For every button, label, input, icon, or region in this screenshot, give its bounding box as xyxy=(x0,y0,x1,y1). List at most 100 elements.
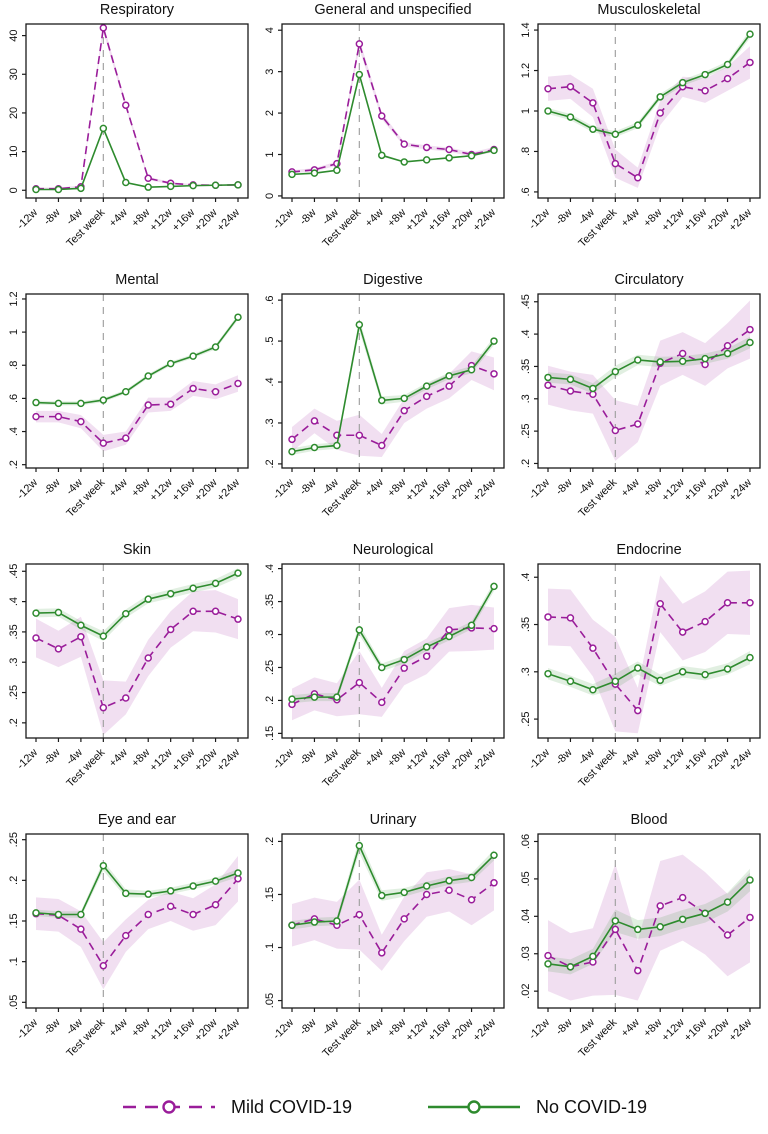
mild-covid-marker xyxy=(678,628,687,636)
no-covid-marker xyxy=(333,441,341,450)
mild-covid-marker xyxy=(656,599,664,608)
x-tick-label: +24w xyxy=(471,477,498,504)
y-tick-label: .05 xyxy=(264,993,276,1008)
y-tick-label: .15 xyxy=(264,887,276,902)
mild-covid-ci-band xyxy=(36,855,238,990)
y-tick-label: .8 xyxy=(8,361,20,370)
no-covid-line xyxy=(291,324,495,453)
mild-covid-ci-band xyxy=(36,24,238,190)
mild-covid-marker xyxy=(422,143,431,152)
no-covid-marker xyxy=(378,396,386,405)
chart-grid: Respiratory 0 10 20 30 40 -12w -8w -4w Test week +… xyxy=(0,2,761,1080)
legend: Mild COVID-19 No COVID-19 xyxy=(0,1080,768,1134)
no-covid-marker xyxy=(333,166,341,174)
chart-panel-eye-and-ear: Eye and ear .05.1.15.2.25 -12w -8w -4w Test w… xyxy=(0,810,256,1080)
no-covid-marker xyxy=(400,655,408,664)
no-covid-marker xyxy=(144,183,152,191)
no-covid-marker xyxy=(122,388,130,396)
no-covid-marker xyxy=(122,178,130,187)
y-tick-label: 40 xyxy=(8,29,20,41)
no-covid-marker xyxy=(189,181,197,190)
no-covid-marker xyxy=(288,170,296,179)
y-tick-label: .25 xyxy=(520,711,532,726)
no-covid-marker xyxy=(234,313,242,321)
no-covid-marker xyxy=(566,677,575,686)
x-tick-label: +12w xyxy=(403,1017,430,1044)
x-tick-label: -12w xyxy=(271,207,296,232)
mild-covid-marker xyxy=(634,174,642,182)
mild-covid-marker xyxy=(445,382,453,390)
mild-covid-marker xyxy=(467,896,476,904)
no-covid-marker xyxy=(400,158,408,166)
mild-covid-line xyxy=(291,43,495,173)
no-covid-marker xyxy=(634,356,642,364)
x-tick-label: -8w xyxy=(298,747,319,768)
mild-covid-marker xyxy=(490,370,498,378)
mild-covid-marker xyxy=(355,910,364,919)
mild-covid-marker xyxy=(589,99,597,107)
y-tick-label: .6 xyxy=(520,187,532,196)
y-tick-label: .25 xyxy=(264,660,276,675)
no-covid-marker xyxy=(99,124,108,133)
no-covid-marker xyxy=(678,78,687,87)
x-tick-label: +16w xyxy=(170,207,197,234)
y-tick-label: .3 xyxy=(520,667,532,676)
no-covid-line xyxy=(547,879,751,968)
no-covid-marker xyxy=(701,909,709,918)
no-covid-marker xyxy=(589,952,597,961)
y-tick-label: .25 xyxy=(8,685,20,700)
mild-covid-marker xyxy=(544,951,552,960)
chart-panel-skin: Skin .2.25.3.35.4.45 -12w -8w -4w Test week +4… xyxy=(0,540,256,810)
no-covid-line-icon xyxy=(427,1100,520,1114)
y-tick-label: .15 xyxy=(264,726,276,741)
chart-title: Musculoskeletal xyxy=(597,2,700,18)
chart-title: Blood xyxy=(630,812,667,828)
x-tick-label: +24w xyxy=(727,1017,754,1044)
y-tick-label: .2 xyxy=(264,837,276,846)
no-covid-marker xyxy=(189,882,197,890)
chart-title: General and unspecified xyxy=(314,2,471,18)
mild-covid-marker xyxy=(234,379,242,388)
mild-covid-marker xyxy=(746,325,754,334)
chart-title: Neurological xyxy=(353,542,434,558)
mild-covid-marker xyxy=(566,614,575,622)
x-tick-label: +4w xyxy=(363,207,386,230)
x-tick-label: +20w xyxy=(448,477,475,504)
no-covid-line xyxy=(291,843,495,927)
no-covid-marker xyxy=(211,579,220,588)
x-tick-label: +24w xyxy=(471,1017,498,1044)
no-covid-marker xyxy=(122,889,130,898)
no-covid-marker xyxy=(400,888,408,897)
mild-covid-line xyxy=(291,882,495,955)
no-covid-marker xyxy=(99,396,108,404)
no-covid-marker xyxy=(544,960,552,968)
x-tick-label: -12w xyxy=(15,1017,40,1042)
mild-covid-marker xyxy=(723,931,732,939)
x-tick-label: -8w xyxy=(554,1017,575,1038)
legend-label-no-covid: No COVID-19 xyxy=(535,1096,648,1117)
x-tick-label: +20w xyxy=(448,747,475,774)
x-tick-label: +24w xyxy=(215,1017,242,1044)
mild-covid-marker xyxy=(122,931,130,940)
no-covid-marker xyxy=(634,664,642,672)
no-covid-marker xyxy=(701,70,709,79)
no-covid-marker xyxy=(234,869,242,877)
x-tick-label: +4w xyxy=(107,207,130,230)
no-covid-marker xyxy=(445,632,453,641)
mild-covid-line xyxy=(547,601,750,713)
mild-covid-line xyxy=(35,878,239,968)
no-covid-marker xyxy=(634,121,642,129)
no-covid-marker xyxy=(144,595,152,603)
chart-title: Eye and ear xyxy=(98,812,176,828)
mild-covid-marker xyxy=(400,406,408,415)
no-covid-marker xyxy=(288,921,296,929)
no-covid-marker xyxy=(445,154,453,162)
mild-covid-marker xyxy=(422,392,431,401)
no-covid-marker xyxy=(746,876,754,884)
y-tick-label: 3 xyxy=(264,69,276,75)
mild-covid-marker xyxy=(656,109,664,117)
y-tick-label: .03 xyxy=(520,946,532,961)
